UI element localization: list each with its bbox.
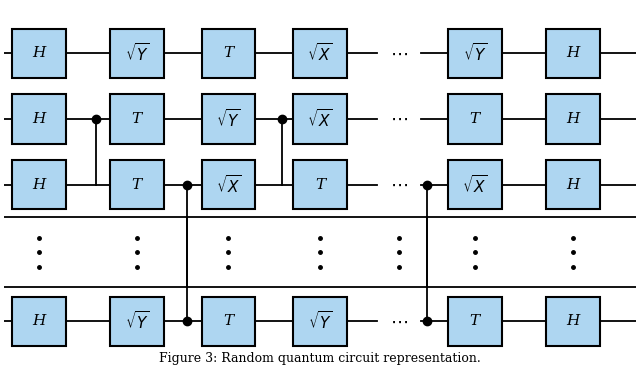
FancyBboxPatch shape [12, 297, 66, 346]
FancyBboxPatch shape [202, 297, 255, 346]
Text: H: H [32, 46, 45, 60]
Text: H: H [566, 46, 579, 60]
Text: $\sqrt{Y}$: $\sqrt{Y}$ [216, 108, 241, 130]
Text: T: T [132, 112, 142, 126]
Text: T: T [470, 314, 480, 329]
FancyBboxPatch shape [448, 297, 502, 346]
Text: H: H [32, 314, 45, 329]
FancyBboxPatch shape [546, 160, 600, 209]
FancyBboxPatch shape [293, 160, 347, 209]
Text: $\sqrt{Y}$: $\sqrt{Y}$ [125, 43, 149, 65]
FancyBboxPatch shape [12, 94, 66, 144]
FancyBboxPatch shape [448, 160, 502, 209]
Text: $\sqrt{Y}$: $\sqrt{Y}$ [308, 310, 332, 332]
FancyBboxPatch shape [448, 29, 502, 78]
Text: Figure 3: Random quantum circuit representation.: Figure 3: Random quantum circuit represe… [159, 352, 481, 365]
Text: T: T [223, 314, 234, 329]
FancyBboxPatch shape [546, 94, 600, 144]
Text: $\sqrt{Y}$: $\sqrt{Y}$ [125, 310, 149, 332]
FancyBboxPatch shape [293, 94, 347, 144]
Text: H: H [32, 112, 45, 126]
Text: $\cdots$: $\cdots$ [390, 44, 408, 62]
FancyBboxPatch shape [12, 160, 66, 209]
Text: H: H [566, 314, 579, 329]
FancyBboxPatch shape [293, 29, 347, 78]
Text: $\sqrt{X}$: $\sqrt{X}$ [462, 174, 488, 196]
Text: $\cdots$: $\cdots$ [390, 176, 408, 194]
Text: $\sqrt{X}$: $\sqrt{X}$ [216, 174, 241, 196]
FancyBboxPatch shape [110, 297, 164, 346]
Text: T: T [132, 178, 142, 192]
FancyBboxPatch shape [448, 94, 502, 144]
FancyBboxPatch shape [12, 29, 66, 78]
Text: T: T [470, 112, 480, 126]
FancyBboxPatch shape [110, 29, 164, 78]
FancyBboxPatch shape [110, 94, 164, 144]
Text: $\cdots$: $\cdots$ [390, 110, 408, 128]
Text: $\sqrt{Y}$: $\sqrt{Y}$ [463, 43, 487, 65]
Text: T: T [223, 46, 234, 60]
Text: H: H [566, 112, 579, 126]
Text: $\sqrt{X}$: $\sqrt{X}$ [307, 108, 333, 130]
FancyBboxPatch shape [546, 297, 600, 346]
FancyBboxPatch shape [110, 160, 164, 209]
FancyBboxPatch shape [202, 160, 255, 209]
FancyBboxPatch shape [546, 29, 600, 78]
FancyBboxPatch shape [202, 29, 255, 78]
Text: $\cdots$: $\cdots$ [390, 313, 408, 330]
FancyBboxPatch shape [202, 94, 255, 144]
FancyBboxPatch shape [293, 297, 347, 346]
Text: H: H [32, 178, 45, 192]
Text: H: H [566, 178, 579, 192]
Text: $\sqrt{X}$: $\sqrt{X}$ [307, 43, 333, 65]
Text: T: T [315, 178, 325, 192]
